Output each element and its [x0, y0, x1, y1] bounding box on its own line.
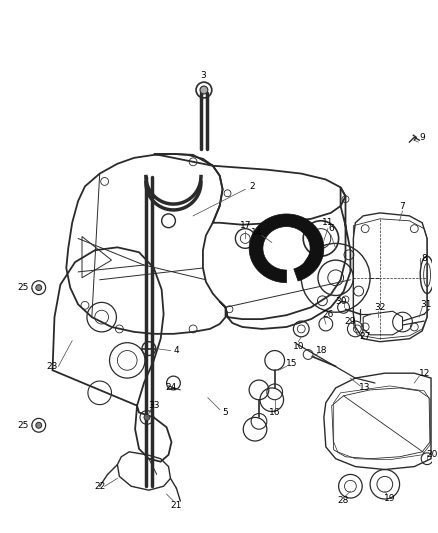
Text: 27: 27: [360, 332, 371, 341]
Text: 25: 25: [18, 283, 29, 292]
Text: 16: 16: [269, 408, 280, 417]
Text: 23: 23: [47, 362, 58, 371]
Text: 29: 29: [345, 317, 356, 326]
Text: 22: 22: [94, 482, 105, 491]
Text: 7: 7: [399, 201, 406, 211]
Text: 32: 32: [374, 303, 385, 312]
Text: 19: 19: [384, 494, 396, 503]
Text: 8: 8: [421, 254, 427, 263]
Text: 10: 10: [293, 342, 304, 351]
Text: 21: 21: [171, 502, 182, 511]
Text: 4: 4: [173, 346, 179, 355]
Polygon shape: [249, 214, 324, 282]
Text: 11: 11: [322, 218, 334, 227]
Text: 28: 28: [338, 496, 349, 505]
Text: 33: 33: [148, 401, 159, 410]
Text: 14: 14: [251, 228, 263, 237]
Text: 3: 3: [200, 71, 206, 80]
Text: 6: 6: [328, 224, 334, 233]
Text: 26: 26: [322, 310, 333, 319]
Text: 30: 30: [335, 297, 346, 306]
Text: 25: 25: [18, 421, 29, 430]
Circle shape: [36, 285, 42, 290]
Circle shape: [200, 86, 208, 94]
Circle shape: [36, 422, 42, 428]
Text: 13: 13: [360, 383, 371, 392]
Text: 9: 9: [419, 133, 425, 142]
Text: 31: 31: [420, 300, 432, 309]
Text: 17: 17: [240, 221, 251, 230]
Text: 18: 18: [316, 346, 328, 355]
Text: 20: 20: [426, 450, 438, 459]
Text: 12: 12: [418, 369, 430, 378]
Text: 15: 15: [286, 359, 297, 368]
Text: 5: 5: [223, 408, 229, 417]
Circle shape: [144, 415, 150, 421]
Text: 24: 24: [165, 383, 176, 392]
Text: 2: 2: [249, 182, 255, 191]
